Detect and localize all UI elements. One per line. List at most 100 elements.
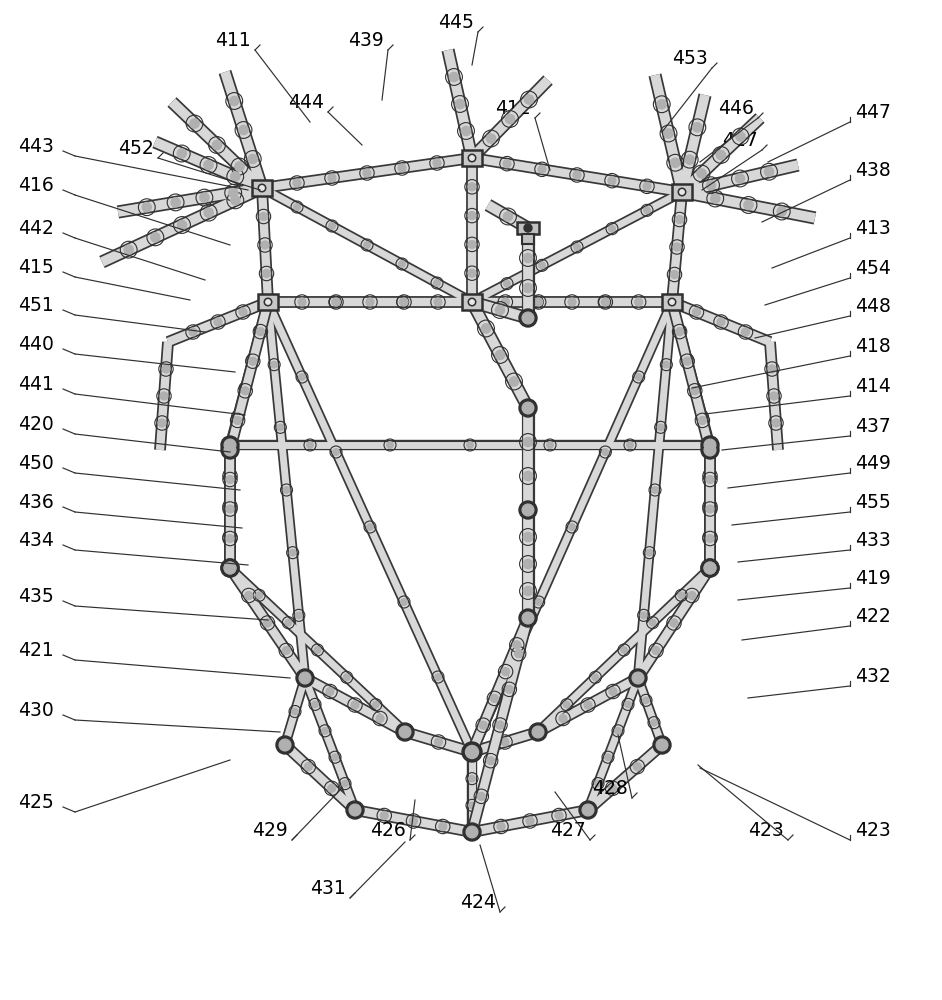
Circle shape <box>609 784 617 792</box>
Circle shape <box>522 504 534 516</box>
Circle shape <box>706 503 714 510</box>
Circle shape <box>579 801 597 819</box>
Circle shape <box>469 802 476 809</box>
Circle shape <box>539 262 545 269</box>
Circle shape <box>658 100 666 109</box>
Circle shape <box>468 183 476 191</box>
Circle shape <box>478 792 485 800</box>
FancyBboxPatch shape <box>522 234 534 244</box>
Circle shape <box>563 701 570 708</box>
Circle shape <box>675 328 684 336</box>
Circle shape <box>772 419 780 427</box>
Circle shape <box>653 736 671 754</box>
Circle shape <box>229 188 237 197</box>
Circle shape <box>706 535 714 542</box>
Circle shape <box>468 240 476 248</box>
Circle shape <box>346 801 364 819</box>
Text: 449: 449 <box>855 454 891 473</box>
Circle shape <box>293 179 300 187</box>
Circle shape <box>276 736 294 754</box>
Circle shape <box>676 327 683 334</box>
Circle shape <box>387 442 394 448</box>
FancyBboxPatch shape <box>672 184 692 200</box>
Circle shape <box>257 327 264 334</box>
Circle shape <box>410 817 417 825</box>
Circle shape <box>463 743 481 761</box>
Circle shape <box>635 374 642 380</box>
Circle shape <box>495 305 505 315</box>
Circle shape <box>481 324 491 333</box>
Circle shape <box>582 804 593 816</box>
Circle shape <box>466 299 473 305</box>
Circle shape <box>690 387 699 395</box>
Text: 453: 453 <box>672 49 707 68</box>
Circle shape <box>643 182 651 190</box>
Circle shape <box>241 387 250 395</box>
Circle shape <box>271 361 278 368</box>
Text: 421: 421 <box>18 641 54 660</box>
Circle shape <box>535 298 543 306</box>
Text: 422: 422 <box>855 607 891 626</box>
Circle shape <box>292 708 299 715</box>
Circle shape <box>678 188 686 196</box>
Circle shape <box>705 562 716 574</box>
Circle shape <box>372 701 379 708</box>
Circle shape <box>468 154 476 162</box>
Circle shape <box>526 817 534 825</box>
Text: 424: 424 <box>460 893 495 912</box>
Circle shape <box>455 99 464 109</box>
Circle shape <box>470 300 474 304</box>
Circle shape <box>495 350 505 360</box>
Circle shape <box>264 619 271 627</box>
Circle shape <box>400 298 408 306</box>
Circle shape <box>621 647 627 653</box>
Text: 423: 423 <box>855 821 891 840</box>
Circle shape <box>344 674 350 681</box>
Circle shape <box>468 298 476 306</box>
Circle shape <box>221 436 239 454</box>
Circle shape <box>503 160 511 168</box>
Circle shape <box>688 592 696 599</box>
Text: 437: 437 <box>855 417 891 436</box>
Circle shape <box>381 812 388 819</box>
Circle shape <box>608 177 616 185</box>
Circle shape <box>250 356 256 362</box>
Circle shape <box>643 207 650 214</box>
Circle shape <box>668 298 675 306</box>
Circle shape <box>546 442 553 448</box>
Circle shape <box>519 501 537 519</box>
Circle shape <box>224 439 236 451</box>
Circle shape <box>777 207 787 216</box>
Circle shape <box>538 165 546 173</box>
Circle shape <box>200 193 209 202</box>
Circle shape <box>524 253 532 263</box>
Circle shape <box>224 562 236 574</box>
Circle shape <box>524 559 532 569</box>
Circle shape <box>434 738 443 746</box>
Circle shape <box>524 224 532 232</box>
Circle shape <box>670 300 674 304</box>
Text: 433: 433 <box>855 531 891 550</box>
Circle shape <box>329 223 335 229</box>
Circle shape <box>496 721 504 729</box>
Text: 438: 438 <box>855 161 891 180</box>
Circle shape <box>300 672 311 684</box>
Circle shape <box>716 150 725 160</box>
Circle shape <box>683 357 691 365</box>
Circle shape <box>328 174 336 182</box>
Circle shape <box>226 503 234 510</box>
Circle shape <box>466 746 478 758</box>
Circle shape <box>502 668 510 676</box>
Circle shape <box>226 533 234 541</box>
Circle shape <box>248 154 257 164</box>
Circle shape <box>487 757 495 765</box>
Circle shape <box>263 270 270 277</box>
Text: 451: 451 <box>18 296 54 315</box>
Circle shape <box>234 416 241 424</box>
Text: 447: 447 <box>855 103 891 122</box>
Circle shape <box>635 298 642 306</box>
Circle shape <box>710 194 720 203</box>
Circle shape <box>651 719 658 726</box>
Circle shape <box>230 96 239 106</box>
Circle shape <box>678 592 685 599</box>
